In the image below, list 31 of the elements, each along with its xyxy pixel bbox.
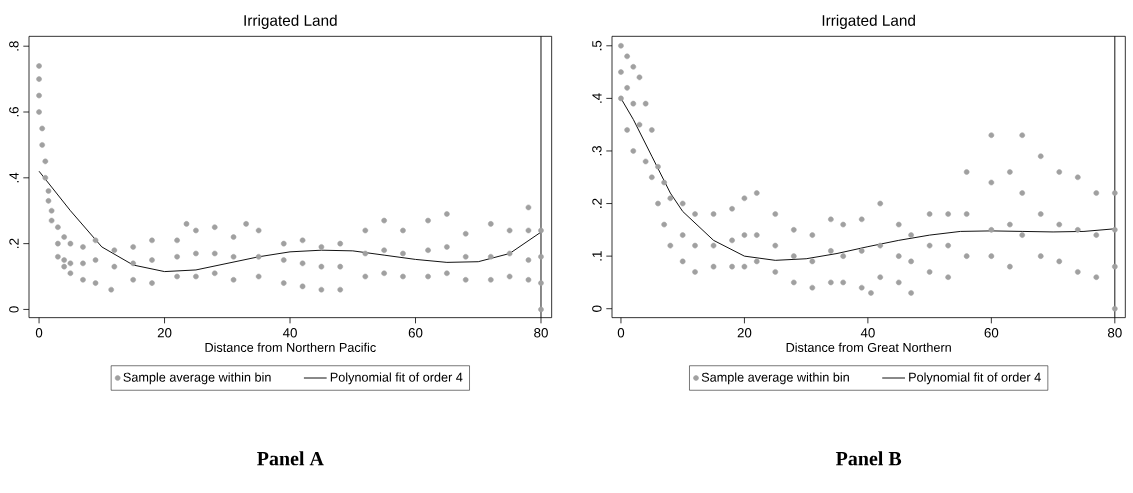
y-tick-label: .2 <box>9 238 19 248</box>
legend-label: Sample average within bin <box>123 372 271 385</box>
x-tick-label: 60 <box>984 328 999 338</box>
y-tick-label: .2 <box>592 198 602 208</box>
y-tick-label: .4 <box>9 172 19 183</box>
x-tick-label: 20 <box>737 328 752 338</box>
x-tick-label: 40 <box>282 328 297 338</box>
chart-title: Irrigated Land <box>822 14 915 29</box>
y-tick-label: 0 <box>9 306 19 313</box>
x-tick-label: 20 <box>157 328 172 338</box>
legend-label: Polynomial fit of order 4 <box>330 372 463 385</box>
x-tick-label: 0 <box>617 328 625 338</box>
x-axis-title: Distance from Great Northern <box>786 342 951 352</box>
text: Panel B <box>835 451 902 466</box>
text: Panel A <box>257 451 324 466</box>
y-tick-label: .5 <box>592 40 602 51</box>
y-tick-label: .3 <box>592 145 602 156</box>
x-tick-label: 60 <box>408 328 423 338</box>
y-tick-label: .1 <box>592 251 602 261</box>
x-tick-label: 0 <box>35 328 43 338</box>
y-tick-label: .6 <box>9 107 19 117</box>
y-tick-label: 0 <box>592 305 602 312</box>
y-tick-label: .4 <box>592 93 602 103</box>
legend-label: Polynomial fit of order 4 <box>909 372 1041 385</box>
legend-label: Sample average within bin <box>701 372 849 385</box>
x-tick-label: 80 <box>534 328 548 338</box>
x-axis-title: Distance from Northern Pacific <box>205 342 376 352</box>
x-tick-label: 80 <box>1107 328 1122 338</box>
x-tick-label: 40 <box>860 328 875 338</box>
y-tick-label: .8 <box>9 41 19 51</box>
chart-title: Irrigated Land <box>244 14 337 29</box>
